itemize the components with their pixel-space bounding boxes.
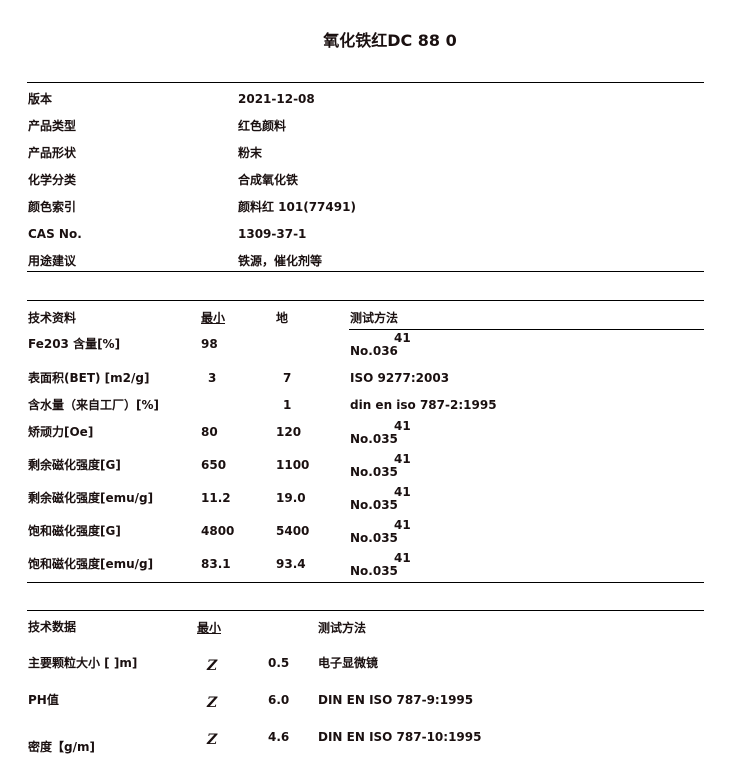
tech-row-min: 11.2	[201, 491, 231, 505]
data-row-value: 0.5	[268, 656, 290, 670]
tech-row-max: 93.4	[276, 557, 306, 571]
info-value: 铁源，催化剂等	[238, 254, 323, 268]
divider	[27, 610, 704, 611]
tech-row-max: 19.0	[276, 491, 306, 505]
tech-row-min: 650	[201, 458, 227, 472]
tech-row-min: 83.1	[201, 557, 231, 571]
tech-row-name: 剩余磁化强度[emu/g]	[28, 491, 154, 505]
data-header-method: 测试方法	[318, 621, 367, 635]
tech-row-method-superscript: 41	[394, 551, 411, 565]
tech-row-method: No.036	[350, 344, 398, 358]
data-header-name: 技术数据	[28, 620, 77, 634]
divider	[27, 300, 704, 301]
divider	[27, 582, 704, 583]
tech-row-name: 剩余磁化强度[G]	[28, 458, 121, 472]
data-row-symbol: Z	[207, 695, 218, 711]
info-value: 2021-12-08	[238, 92, 315, 106]
tech-row-method-superscript: 41	[394, 331, 411, 345]
data-row-name: 密度【g/m]	[28, 740, 95, 754]
tech-row-name: 含水量（来自工厂）[%]	[28, 398, 159, 412]
info-label: 产品类型	[28, 119, 77, 133]
tech-row-method-superscript: 41	[394, 485, 411, 499]
tech-row-max: 1100	[276, 458, 310, 472]
info-value: 红色颜料	[238, 119, 287, 133]
data-row-method: DIN EN ISO 787-9:1995	[318, 693, 474, 707]
data-row-method: DIN EN ISO 787-10:1995	[318, 730, 482, 744]
document-title: 氧化铁红DC 88 0	[323, 31, 457, 50]
tech-row-method: No.035	[350, 498, 398, 512]
info-label: 产品形状	[28, 146, 77, 160]
tech-row-method: No.035	[350, 465, 398, 479]
data-row-method: 电子显微镜	[318, 656, 379, 670]
tech-row-method: No.035	[350, 564, 398, 578]
info-value: 1309-37-1	[238, 227, 307, 241]
tech-row-method-superscript: 41	[394, 518, 411, 532]
tech-header-method: 测试方法	[350, 311, 399, 325]
data-header-min: 最小	[197, 621, 222, 635]
divider	[349, 329, 704, 330]
divider	[27, 82, 704, 83]
info-value: 合成氧化铁	[238, 173, 299, 187]
info-label: CAS No.	[28, 227, 82, 241]
tech-row-name: 饱和磁化强度[emu/g]	[28, 557, 154, 571]
tech-row-method-superscript: 41	[394, 452, 411, 466]
tech-row-max: 5400	[276, 524, 310, 538]
tech-row-min: 4800	[201, 524, 235, 538]
data-row-value: 6.0	[268, 693, 290, 707]
tech-row-min: 98	[201, 337, 218, 351]
tech-row-name: 表面积(BET) [m2/g]	[28, 371, 150, 385]
tech-row-method: No.035	[350, 432, 398, 446]
data-row-symbol: Z	[207, 732, 218, 748]
tech-row-name: 矫顽力[Oe]	[28, 425, 94, 439]
divider	[27, 271, 704, 272]
info-label: 用途建议	[28, 254, 77, 268]
tech-row-min: 80	[201, 425, 218, 439]
tech-row-min: 3	[208, 371, 217, 385]
info-label: 版本	[28, 92, 53, 106]
data-row-name: PH值	[28, 693, 59, 707]
tech-row-max: 120	[276, 425, 302, 439]
data-row-value: 4.6	[268, 730, 290, 744]
tech-header-min: 最小	[201, 311, 226, 325]
tech-row-method: ISO 9277:2003	[350, 371, 450, 385]
tech-row-max: 1	[283, 398, 292, 412]
tech-header-max: 地	[276, 311, 289, 325]
tech-row-max: 7	[283, 371, 292, 385]
data-row-name: 主要颗粒大小 [ ]m]	[28, 656, 138, 670]
info-value: 粉末	[238, 146, 263, 160]
info-label: 颜色索引	[28, 200, 77, 214]
tech-row-method: No.035	[350, 531, 398, 545]
tech-row-name: 饱和磁化强度[G]	[28, 524, 121, 538]
tech-row-name: Fe203 含量[%]	[28, 337, 121, 351]
info-value: 颜料红 101(77491)	[238, 200, 356, 214]
info-label: 化学分类	[28, 173, 77, 187]
tech-header-name: 技术资料	[28, 311, 77, 325]
data-row-symbol: Z	[207, 658, 218, 674]
tech-row-method-superscript: 41	[394, 419, 411, 433]
tech-row-method: din en iso 787-2:1995	[350, 398, 497, 412]
